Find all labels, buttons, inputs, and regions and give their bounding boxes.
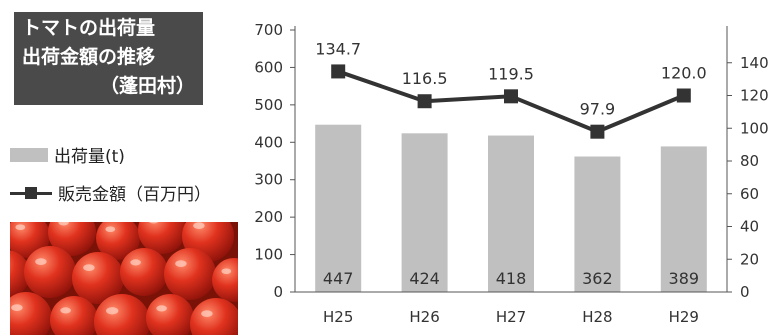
y-right-tick-label: 80: [740, 152, 759, 170]
y-right-tick-label: 120: [740, 87, 769, 105]
bar-value-label: 424: [409, 269, 440, 288]
bar-value-label: 418: [496, 269, 527, 288]
title-line-1: トマトの出荷量: [22, 17, 156, 39]
y-left-tick-label: 400: [254, 133, 283, 151]
tomato-highlight: [221, 268, 232, 275]
line-marker-H25: [331, 64, 346, 79]
y-left-tick-label: 500: [254, 96, 283, 114]
title-line-2: 出荷金額の推移: [22, 46, 156, 68]
legend-bar-swatch: [10, 147, 48, 162]
x-tick-label: H25: [323, 308, 353, 326]
tomato: [190, 298, 238, 335]
tomato: [10, 292, 52, 335]
tomato-highlight: [83, 264, 95, 271]
bar-H29: [660, 146, 707, 292]
tomato-highlight: [15, 224, 26, 231]
tomato-highlight: [149, 222, 159, 224]
y-left-tick-label: 300: [254, 171, 283, 189]
x-tick-label: H28: [582, 308, 612, 326]
tomato: [96, 222, 140, 260]
tomato: [94, 294, 150, 335]
tomato-highlight: [35, 258, 47, 265]
tomato: [10, 250, 30, 298]
tomato-highlight: [60, 307, 71, 314]
title-line-3: （蓬田村）: [99, 75, 195, 97]
tomato-highlight: [130, 259, 141, 266]
bar-value-label: 362: [582, 269, 613, 288]
tomato-highlight: [105, 226, 116, 233]
x-tick-label: H27: [496, 308, 526, 326]
tomato-highlight: [106, 307, 119, 315]
tomato: [164, 248, 216, 300]
line-marker-H27: [504, 89, 518, 104]
tomato: [120, 248, 168, 296]
line-marker-H29: [676, 88, 691, 103]
line-marker-H26: [417, 94, 432, 109]
y-right-tick-label: 100: [740, 119, 769, 137]
x-tick-label: H29: [669, 308, 699, 326]
y-left-tick-label: 200: [254, 208, 283, 226]
tomato: [48, 222, 96, 256]
legend-bar-label: 出荷量(t): [54, 147, 125, 167]
tomato-highlight: [201, 310, 213, 317]
x-tick-label: H26: [409, 308, 439, 326]
line-value-label: 119.5: [488, 64, 534, 83]
tomato-highlight: [58, 222, 69, 226]
bar-H27: [488, 135, 534, 292]
bar-value-label: 389: [669, 269, 700, 288]
tomato-highlight: [11, 304, 23, 311]
y-left-tick-label: 0: [273, 283, 283, 301]
bar-H28: [574, 156, 621, 292]
chart-title-box: トマトの出荷量 出荷金額の推移 （蓬田村）: [14, 12, 203, 105]
tomatoes-photo: [10, 222, 238, 335]
line-marker-H28: [590, 124, 605, 139]
line-value-label: 97.9: [580, 100, 616, 119]
y-right-tick-label: 140: [740, 54, 769, 72]
line-value-label: 134.7: [315, 39, 361, 58]
legend-line-label: 販売金額（百万円）: [58, 185, 211, 205]
tomato: [24, 246, 76, 298]
tomato: [212, 258, 238, 302]
line-value-label: 116.5: [402, 69, 448, 88]
legend-line-swatch: [10, 186, 52, 200]
legend-item-line: 販売金額（百万円）: [10, 180, 211, 205]
tomato: [138, 222, 186, 254]
tomato: [146, 294, 194, 335]
y-right-tick-label: 60: [740, 185, 759, 203]
legend-item-bar: 出荷量(t): [10, 142, 125, 167]
y-left-tick-label: 700: [254, 21, 283, 39]
y-left-tick-label: 100: [254, 246, 283, 264]
bar-value-label: 447: [323, 269, 354, 288]
tomato-highlight: [193, 222, 205, 229]
tomatoes-photo-art: [10, 222, 238, 335]
tomato-highlight: [175, 260, 187, 267]
tomato: [72, 252, 124, 304]
bar-H26: [401, 133, 448, 292]
y-right-tick-label: 0: [740, 283, 750, 301]
y-right-tick-label: 20: [740, 250, 759, 268]
tomato: [50, 296, 98, 335]
y-left-tick-label: 600: [254, 58, 283, 76]
tomato-highlight: [156, 305, 167, 312]
bar-H25: [315, 124, 362, 293]
y-right-tick-label: 40: [740, 218, 759, 236]
line-value-label: 120.0: [661, 64, 707, 83]
